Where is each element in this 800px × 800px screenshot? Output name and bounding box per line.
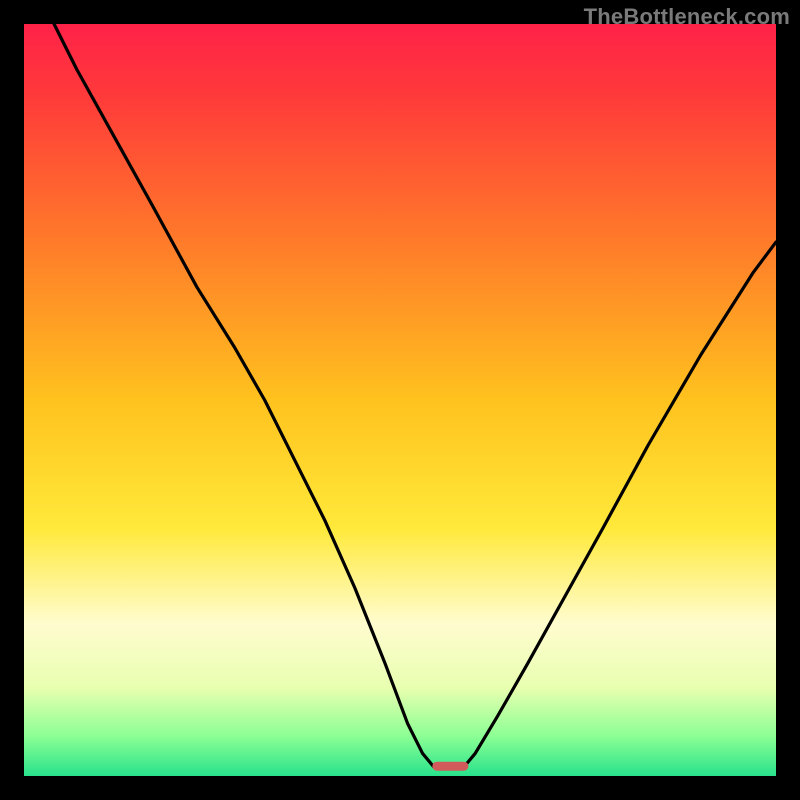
chart-svg (0, 0, 800, 800)
watermark-text: TheBottleneck.com (584, 4, 790, 30)
outer-frame (12, 12, 788, 788)
chart-container: TheBottleneck.com (0, 0, 800, 800)
bottleneck-curve (54, 24, 776, 767)
bottleneck-marker (432, 762, 468, 771)
